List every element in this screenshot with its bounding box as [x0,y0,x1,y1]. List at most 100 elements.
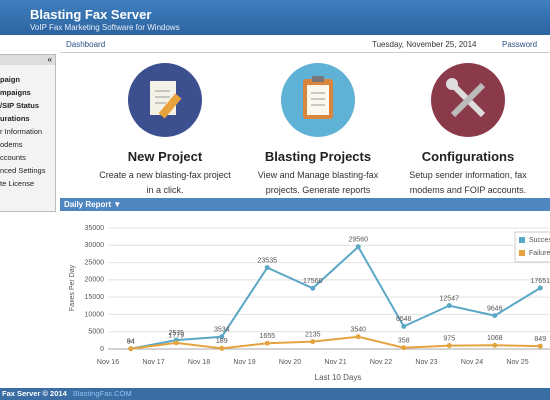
y-axis-title: Faxes Per Day [69,264,76,311]
password-link[interactable]: Password [502,40,538,49]
data-label: 94 [127,339,135,346]
dashboard-link[interactable]: Dashboard [66,40,106,49]
data-label: 17651 [531,278,550,285]
point [492,313,498,319]
x-tick-label: Nov 22 [370,359,392,366]
card-title: New Project [127,149,203,164]
data-label: 6548 [396,316,412,323]
nav-item[interactable]: mpaigns [0,88,31,97]
card-description: Setup sender information, fax modems and… [409,170,527,195]
x-tick-label: Nov 21 [324,359,346,366]
point [537,285,543,291]
x-tick-label: Nov 24 [461,359,483,366]
point [355,334,361,340]
x-tick-label: Nov 23 [415,359,437,366]
y-tick-label: 0 [100,346,104,353]
data-label: 1779 [168,333,184,340]
card[interactable]: Blasting Projects View and Manage blasti… [243,63,393,198]
point [219,345,225,351]
nav-item[interactable]: paign [0,75,20,84]
data-label: 29560 [349,237,369,244]
report-title: Daily Report [64,200,112,209]
icon-art [446,78,486,118]
card-description: Create a new blasting-fax project in a c… [99,170,231,195]
point [401,345,407,351]
card[interactable]: New Project Create a new blasting-fax pr… [90,63,240,198]
y-tick-label: 30000 [85,242,105,249]
nav-item[interactable]: ccounts [0,153,26,162]
nav-item[interactable]: urations [0,114,30,123]
data-label: 849 [534,336,546,343]
point [537,343,543,349]
x-tick-label: Nov 25 [506,359,528,366]
data-label: 189 [216,338,228,345]
legend-swatch [519,250,525,256]
footer: Fax Server © 2014 BlastingFax.COM [0,388,550,400]
icon-art [150,81,182,119]
data-label: 2575 [168,330,184,337]
y-tick-label: 15000 [85,294,105,301]
app-title: Blasting Fax Server [30,7,152,22]
point [446,303,452,309]
point [264,340,270,346]
y-tick-label: 35000 [85,225,105,232]
series-line [130,245,541,350]
x-tick-label: Nov 17 [142,359,164,366]
site-link[interactable]: BlastingFax.COM [72,389,132,398]
card-title: Blasting Projects [264,149,372,164]
icon [281,63,355,137]
data-label: 1655 [259,333,275,340]
point [355,244,361,250]
icon [431,63,505,137]
x-tick-label: Nov 19 [233,359,255,366]
data-label: 12547 [440,295,460,302]
date: Tuesday, November 25, 2014 [372,40,477,49]
data-label: 358 [398,338,410,345]
y-tick-label: 10000 [85,311,105,318]
point [264,265,270,271]
series-line [130,335,541,350]
legend-swatch [519,237,525,243]
collapse-button[interactable]: « [0,55,55,65]
point [446,343,452,349]
banner [0,0,550,35]
data-label: 3534 [214,327,230,334]
icon-art [303,76,333,119]
data-label: 1068 [487,335,503,342]
data-label: 9646 [487,305,503,312]
data-label: 2135 [305,331,321,338]
data-label: 3540 [350,327,366,334]
nav-item[interactable]: r Information [0,127,43,136]
legend-label: Failure [529,250,550,257]
x-axis-title: Last 10 Days [315,373,362,382]
app-subtitle: VoIP Fax Marketing Software for Windows [30,23,180,32]
data-label: 84 [127,339,135,346]
point [128,346,134,352]
report-header[interactable]: Daily Report ▼ [60,198,550,211]
y-tick-label: 25000 [85,259,105,266]
toolbar: Dashboard Tuesday, November 25, 2014 Pas… [60,36,550,53]
nav-item[interactable]: odems [0,140,23,149]
point [173,340,179,346]
point [492,342,498,348]
point [219,334,225,340]
card[interactable]: Configurations Setup sender information,… [393,63,543,198]
copyright: Fax Server © 2014 [2,389,67,398]
x-tick-label: Nov 20 [279,359,301,366]
y-tick-label: 20000 [85,277,105,284]
data-label: 975 [443,335,455,342]
sidebar: « paign mpaigns/SIP Status urations r Infor… [0,54,56,212]
x-tick-label: Nov 18 [188,359,210,366]
point [401,323,407,329]
data-label: 17560 [303,278,323,285]
point [310,339,316,345]
point [310,285,316,291]
x-tick-label: Nov 16 [97,359,119,366]
nav-item[interactable]: nced Settings [0,166,46,175]
data-label: 23535 [258,257,278,264]
nav-item[interactable]: /SIP Status [0,101,40,110]
legend-label: Success [529,237,550,244]
chart: Faxes Per Day Last 10 Days 0 5000 10000 150… [69,225,550,382]
nav-item[interactable]: te License [0,179,35,188]
